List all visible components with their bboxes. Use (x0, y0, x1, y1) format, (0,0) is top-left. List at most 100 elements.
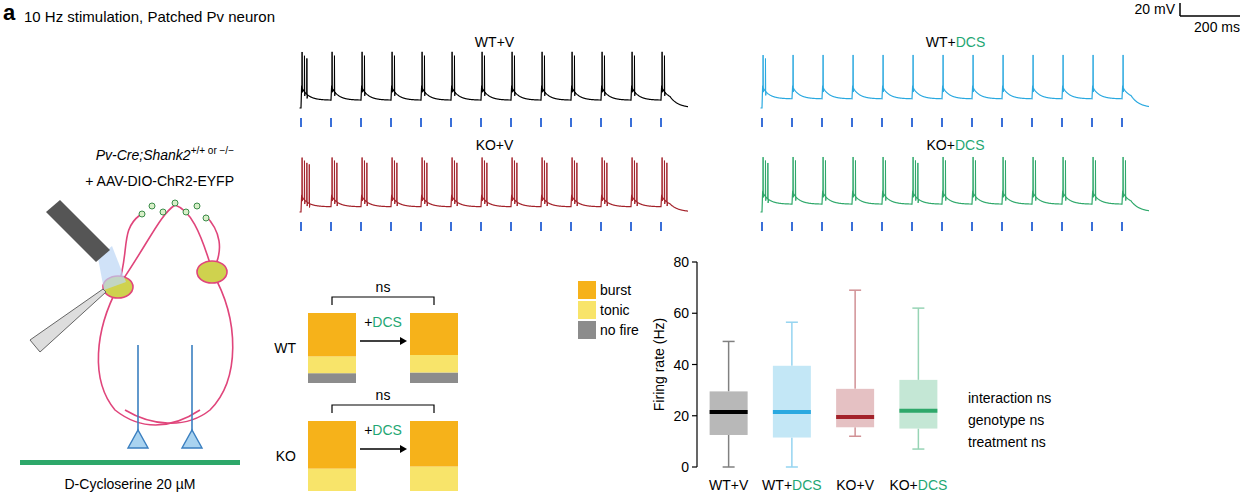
spikes (822, 55, 824, 92)
trace (761, 55, 1150, 127)
y-tick-label: 20 (673, 408, 689, 424)
spikes (302, 158, 310, 208)
spikes (853, 157, 856, 201)
trace-line (300, 87, 689, 108)
genotype: Pv-Cre;Shank2+/+ or −/− (96, 145, 234, 163)
scale-bar-voltage (1179, 3, 1181, 16)
stim-tick (1091, 222, 1093, 231)
stim-tick (1061, 118, 1063, 127)
y-tick-label: 80 (673, 254, 689, 270)
y-tick (692, 364, 697, 365)
spikes (763, 55, 766, 95)
stim-tick (821, 222, 823, 231)
stim-tick (1091, 118, 1093, 127)
category-label: +DCS (364, 422, 402, 438)
spikes (912, 55, 914, 92)
genotype-base: Pv-Cre;Shank2 (96, 147, 191, 163)
spikes (913, 157, 919, 203)
plot-area (308, 313, 458, 383)
optic-fiber (46, 200, 110, 262)
median (773, 410, 811, 414)
whisker (918, 429, 920, 450)
trace-label: KO+V (476, 137, 514, 153)
spikes (632, 52, 635, 96)
y-tick (692, 415, 697, 416)
box (899, 380, 937, 429)
synapse (149, 203, 155, 209)
spikes (943, 157, 946, 201)
stim-tick (881, 222, 883, 231)
drug-label: D-Cycloserine 20 µM (65, 476, 196, 492)
stats-label: interaction ns (968, 390, 1051, 406)
page: {"panel": "a", "title": "10 Hz stimulati… (0, 0, 1244, 501)
stim-tick (761, 222, 763, 231)
spikes (1033, 157, 1036, 201)
highlight-part: DCS (955, 137, 985, 153)
stim-tick (761, 118, 763, 127)
stim-tick (480, 222, 482, 231)
scale-label: 200 ms (1194, 19, 1240, 35)
spikes (542, 52, 545, 96)
stim-tick (1061, 222, 1063, 231)
spikes (302, 52, 308, 98)
stim-tick (330, 118, 332, 127)
spikes (1092, 55, 1094, 92)
stim-tick (971, 222, 973, 231)
stim-tick (450, 222, 452, 231)
trace-line (300, 196, 689, 212)
stim-tick (941, 118, 943, 127)
pipette (30, 289, 106, 352)
plot-area (308, 421, 458, 491)
genotype-sup: +/+ or −/− (191, 145, 235, 156)
drug-bar (20, 460, 240, 465)
stim-tick (540, 118, 542, 127)
highlight-part: DCS (918, 477, 948, 493)
stim-tick (660, 222, 662, 231)
whisker-cap (723, 341, 735, 343)
significance-label: ns (376, 387, 391, 403)
legend-label: burst (600, 282, 631, 298)
stim-tick (540, 222, 542, 231)
stim-tick (510, 222, 512, 231)
legend-swatch (578, 281, 596, 299)
scale-bar-time (1180, 15, 1240, 17)
spikes (332, 157, 338, 206)
x-tick-label: WT+DCS (762, 477, 822, 493)
stim-tick (450, 118, 452, 127)
spikes (602, 52, 605, 96)
schematic: Pv-Cre;Shank2+/+ or −/−+ AAV-DIO-ChR2-EY… (20, 145, 240, 492)
whisker-cap (786, 321, 798, 323)
label-part: WT+ (762, 477, 792, 493)
y-axis-title: Firing rate (Hz) (651, 318, 667, 411)
label-part: + (364, 314, 372, 330)
stats-label: genotype ns (968, 412, 1044, 428)
stim-tick (300, 118, 302, 127)
stim-tick (480, 118, 482, 127)
box (710, 391, 748, 435)
highlight-part: DCS (372, 314, 402, 330)
stim-tick (300, 222, 302, 231)
stim-tick (911, 118, 913, 127)
x-tick-label: KO+V (836, 477, 874, 493)
whisker (918, 308, 920, 380)
stim-tick (390, 222, 392, 231)
legend-label: no fire (600, 322, 639, 338)
spikes (1122, 55, 1124, 92)
spikes (662, 157, 668, 206)
stim-tick (851, 118, 853, 127)
stim-tick (1121, 222, 1123, 231)
whisker (791, 322, 793, 366)
y-tick (692, 261, 697, 262)
stim-tick (570, 118, 572, 127)
spikes (392, 52, 395, 96)
x-tick-label: WT+V (709, 477, 749, 493)
whisker (854, 290, 856, 389)
stats-label: treatment ns (968, 434, 1046, 450)
bar-segment (410, 313, 458, 355)
legend-label: tonic (600, 302, 630, 318)
median (836, 415, 874, 419)
stim-tick (1121, 118, 1123, 127)
bar-segment (308, 469, 356, 491)
pv-soma (197, 261, 227, 283)
spikes (422, 157, 428, 206)
